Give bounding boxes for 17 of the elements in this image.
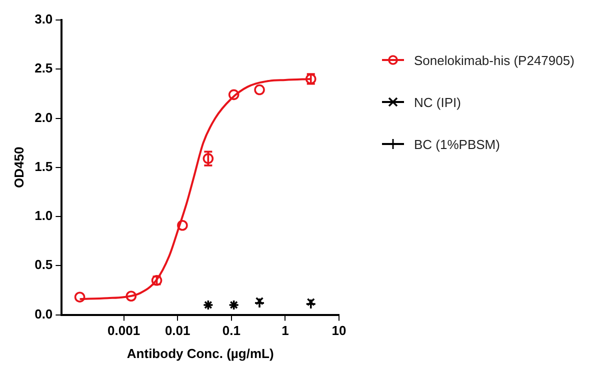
y-axis-title: OD450 <box>11 146 26 188</box>
x-tick-label: 0.01 <box>164 323 190 338</box>
y-tick-label: 1.0 <box>34 208 53 224</box>
legend-label: BC (1%PBSM) <box>414 136 500 152</box>
legend-label: Sonelokimab-his (P247905) <box>414 52 574 68</box>
x-tick-label: 10 <box>332 323 346 338</box>
y-tick-label: 0.0 <box>34 306 53 322</box>
y-tick-label: 3.0 <box>34 12 53 27</box>
x-tick-label: 0.1 <box>222 323 240 338</box>
y-tick-label: 0.5 <box>34 257 53 272</box>
y-tick-label: 2.0 <box>34 110 53 125</box>
x-axis-title: Antibody Conc. (µg/mL) <box>126 346 274 361</box>
y-tick-label: 1.5 <box>34 158 53 174</box>
y-tick-label: 2.5 <box>34 60 53 76</box>
x-tick-label: 1 <box>282 323 289 338</box>
x-tick-label: 0.001 <box>108 323 140 338</box>
legend-label: NC (IPI) <box>414 94 461 110</box>
